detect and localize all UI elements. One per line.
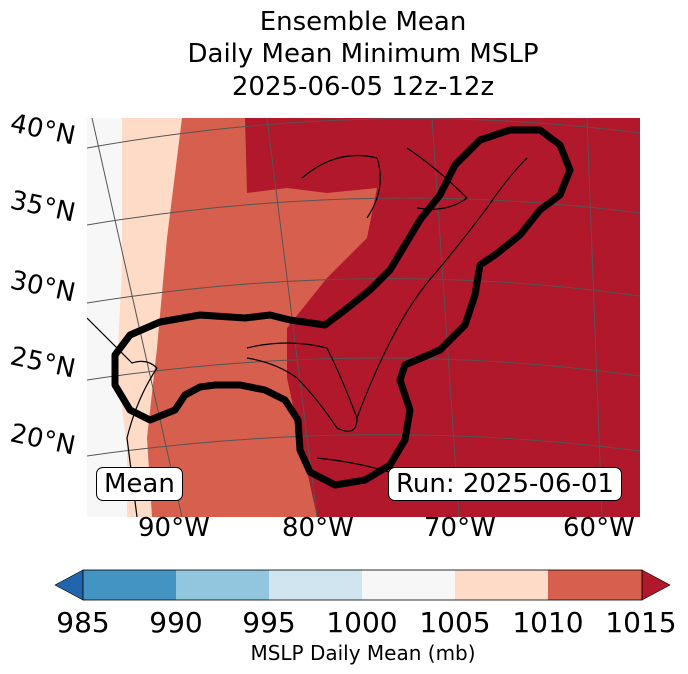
title-line-3: 2025-06-05 12z-12z [231,72,495,102]
map [87,118,640,517]
colorbar-985-990 [83,570,176,600]
lon-label-60w: 60°W [563,513,635,543]
lon-label-70w: 70°W [424,513,496,543]
colorbar-tick: 1005 [419,606,491,639]
run-date-label: Run: 2025-06-01 [388,467,622,501]
title-line-1: Ensemble Mean [259,7,467,37]
contour-1015 [111,126,574,489]
colorbar-990-995 [176,570,269,600]
colorbar-tick: 1010 [512,606,584,639]
colorbar-995-1000 [269,570,362,600]
lon-label-90w: 90°W [138,513,210,543]
mean-label: Mean [96,467,183,501]
region-above-1015 [245,118,640,517]
lat-label-20: 20°N [7,418,78,462]
colorbar-under-arrow [54,569,84,601]
colorbar-1000-1005 [362,570,455,600]
colorbar-tick: 990 [149,606,203,639]
lat-label-25: 25°N [7,341,78,385]
gridlines [87,118,640,517]
colorbar-1005-1010 [455,570,548,600]
lat-label-40: 40°N [7,108,78,152]
lat-label-30: 30°N [7,265,78,309]
coastlines [87,147,528,517]
colorbar-label: MSLP Daily Mean (mb) [250,641,476,665]
colorbar-tick: 1000 [326,606,398,639]
colorbar-tick: 1015 [605,606,677,639]
lon-label-80w: 80°W [282,513,354,543]
colorbar [54,569,671,601]
colorbar-tick: 995 [242,606,296,639]
colorbar-1010-1015 [548,570,642,600]
colorbar-tick: 985 [56,606,110,639]
lat-label-35: 35°N [7,185,78,229]
title-line-2: Daily Mean Minimum MSLP [187,39,539,69]
colorbar-over-arrow [641,569,671,601]
